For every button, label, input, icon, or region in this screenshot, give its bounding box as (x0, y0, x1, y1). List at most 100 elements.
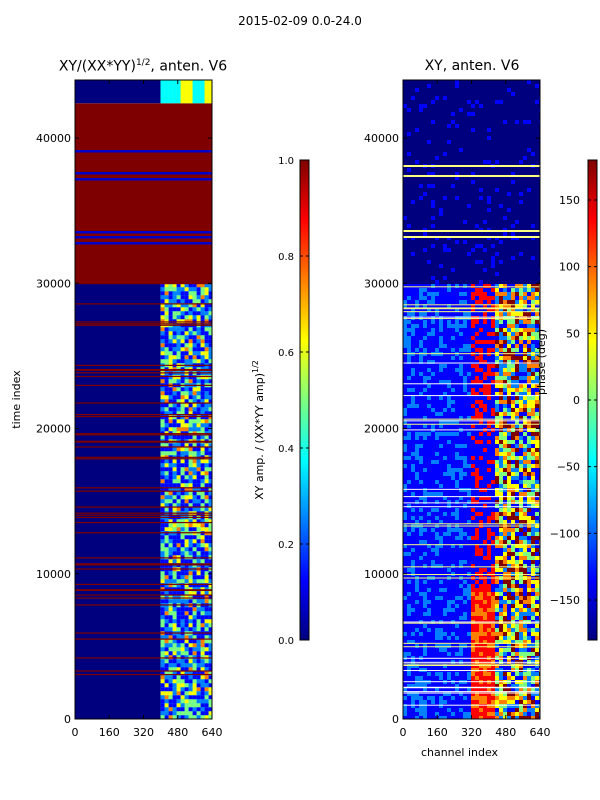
heatmap-cell (423, 448, 427, 452)
heatmap-cell (208, 443, 212, 448)
heatmap-cell (180, 543, 185, 548)
heatmap-cell (503, 96, 507, 100)
heatmap-cell (475, 452, 479, 456)
heatmap-cell (204, 711, 209, 716)
heatmap-cell (483, 460, 487, 464)
heatmap-cell (192, 411, 197, 416)
heatmap-cell (160, 319, 165, 324)
heatmap-cell (531, 328, 535, 332)
heatmap-cell (475, 80, 479, 84)
heatmap-cell (455, 280, 459, 284)
heatmap-cell (415, 152, 419, 156)
heatmap-cell (455, 340, 459, 344)
heatmap-cell (491, 192, 495, 196)
heatmap-cell (168, 395, 173, 400)
heatmap-cell (507, 144, 511, 148)
heatmap-cell (475, 224, 479, 228)
heatmap-cell (455, 224, 459, 228)
heatmap-cell (499, 412, 503, 416)
heatmap-cell (451, 344, 455, 348)
heatmap-cell (475, 360, 479, 364)
heatmap-cell (511, 464, 515, 468)
heatmap-cell (479, 128, 483, 132)
heatmap-cell (168, 427, 173, 432)
heatmap-cell (487, 316, 491, 320)
heatmap-cell (475, 404, 479, 408)
heatmap-cell (519, 84, 523, 88)
heatmap-cell (535, 308, 539, 312)
heatmap-cell (507, 440, 511, 444)
heatmap-cell (407, 240, 411, 244)
heatmap-cell (419, 380, 423, 384)
heatmap-row-band (75, 375, 212, 378)
heatmap-cell (459, 336, 463, 340)
heatmap-cell (427, 144, 431, 148)
heatmap-cell (467, 436, 471, 440)
heatmap-cell (479, 308, 483, 312)
heatmap-cell (503, 100, 507, 104)
heatmap-cell (204, 299, 209, 304)
heatmap-cell (535, 380, 539, 384)
heatmap-cell (503, 392, 507, 396)
heatmap-cell (511, 148, 515, 152)
heatmap-cell (451, 336, 455, 340)
heatmap-cell (459, 412, 463, 416)
heatmap-row-band (75, 563, 212, 565)
heatmap-cell (415, 320, 419, 324)
heatmap-cell (168, 715, 173, 719)
heatmap-cell (204, 283, 209, 288)
heatmap-cell (200, 423, 205, 428)
heatmap-cell (471, 144, 475, 148)
heatmap-cell (535, 140, 539, 144)
heatmap-row-band (75, 456, 212, 458)
heatmap-cell (455, 396, 459, 400)
heatmap-cell (459, 176, 463, 180)
heatmap-cell (459, 184, 463, 188)
heatmap-cell (204, 635, 209, 640)
heatmap-cell (196, 543, 201, 548)
heatmap-cell (495, 140, 499, 144)
heatmap-cell (419, 220, 423, 224)
heatmap-row-band (75, 178, 212, 181)
heatmap-cell (180, 655, 185, 660)
heatmap-cell (467, 260, 471, 264)
heatmap-cell (168, 375, 173, 380)
heatmap-cell (439, 468, 443, 472)
heatmap-cell (196, 711, 201, 716)
heatmap-cell (184, 295, 189, 300)
heatmap-cell (515, 400, 519, 404)
heatmap-cell (451, 308, 455, 312)
heatmap-cell (407, 440, 411, 444)
heatmap-cell (531, 400, 535, 404)
heatmap-cell (204, 647, 209, 652)
heatmap-cell (204, 667, 209, 672)
heatmap-cell (475, 344, 479, 348)
heatmap-cell (184, 579, 189, 584)
heatmap-cell (451, 380, 455, 384)
heatmap-cell (176, 483, 181, 488)
heatmap-cell (447, 300, 451, 304)
heatmap-cell (168, 595, 173, 600)
heatmap-row-band (75, 414, 212, 416)
heatmap-cell (435, 224, 439, 228)
heatmap-cell (535, 288, 539, 292)
heatmap-cell (519, 232, 523, 236)
heatmap-cell (503, 376, 507, 380)
heatmap-cell (419, 276, 423, 280)
heatmap-cell (200, 615, 205, 620)
heatmap-cell (435, 136, 439, 140)
heatmap-cell (160, 595, 165, 600)
heatmap-cell (519, 92, 523, 96)
heatmap-cell (419, 108, 423, 112)
heatmap-cell (503, 340, 507, 344)
heatmap-cell (467, 280, 471, 284)
heatmap-cell (511, 172, 515, 176)
heatmap-cell (531, 392, 535, 396)
heatmap-cell (511, 224, 515, 228)
heatmap-cell (407, 100, 411, 104)
heatmap-cell (168, 307, 173, 312)
heatmap-cell (459, 208, 463, 212)
heatmap-cell (172, 471, 177, 476)
heatmap-cell (196, 647, 201, 652)
heatmap-cell (160, 619, 165, 624)
